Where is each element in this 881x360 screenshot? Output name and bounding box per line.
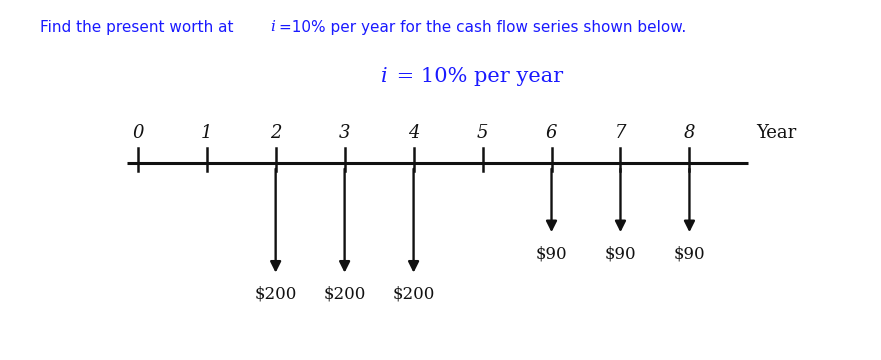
Text: 8: 8	[684, 124, 695, 142]
Text: $200: $200	[392, 286, 434, 303]
Text: $90: $90	[604, 246, 636, 262]
Text: 7: 7	[615, 124, 626, 142]
Text: $90: $90	[674, 246, 706, 262]
Text: =10% per year for the cash flow series shown below.: =10% per year for the cash flow series s…	[279, 20, 686, 35]
Text: Year: Year	[757, 124, 796, 142]
Text: i: i	[381, 67, 388, 86]
Text: = 10% per year: = 10% per year	[390, 67, 564, 86]
Text: 2: 2	[270, 124, 281, 142]
Text: Find the present worth at: Find the present worth at	[40, 20, 238, 35]
Text: $200: $200	[255, 286, 297, 303]
Text: 0: 0	[132, 124, 144, 142]
Text: 1: 1	[201, 124, 212, 142]
Text: 4: 4	[408, 124, 419, 142]
Text: 6: 6	[545, 124, 558, 142]
Text: $90: $90	[536, 246, 567, 262]
Text: 5: 5	[477, 124, 488, 142]
Text: i: i	[270, 20, 276, 34]
Text: 3: 3	[339, 124, 351, 142]
Text: $200: $200	[323, 286, 366, 303]
